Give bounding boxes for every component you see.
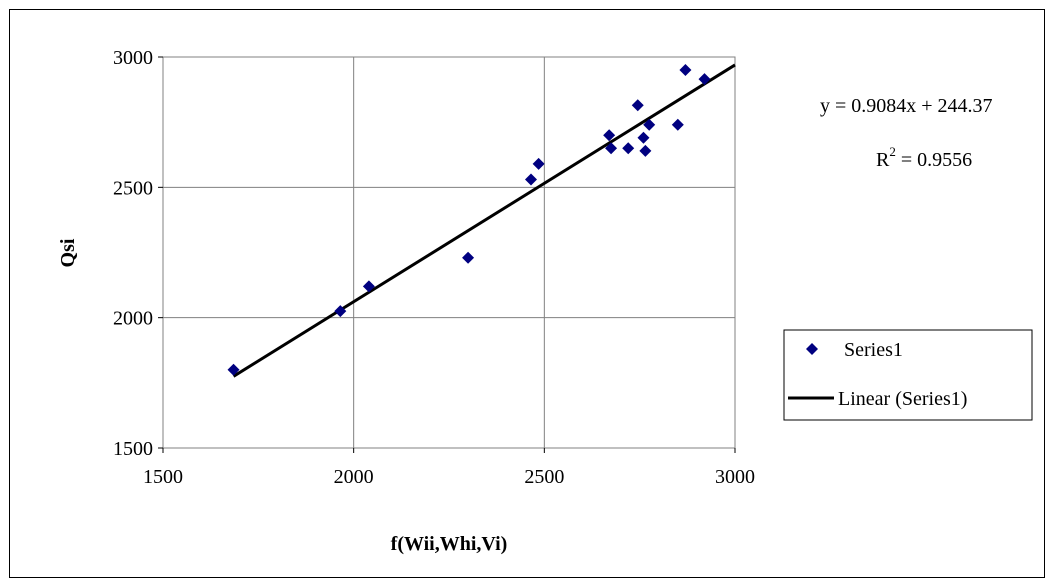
data-point <box>524 173 537 186</box>
data-point <box>639 144 652 157</box>
data-point <box>631 99 644 112</box>
r-squared-value: = 0.9556 <box>896 149 972 171</box>
x-tick-label: 3000 <box>715 466 755 488</box>
data-point <box>637 131 650 144</box>
y-tick-label: 2000 <box>113 308 153 330</box>
legend: Series1 Linear (Series1) <box>783 329 1033 421</box>
legend-series-label: Series1 <box>844 339 903 361</box>
trendline-group <box>232 63 736 378</box>
r-squared-symbol: R <box>876 149 890 171</box>
data-point <box>603 129 616 142</box>
data-point <box>334 305 347 318</box>
y-tick-label: 2500 <box>113 177 153 199</box>
y-axis-title: Qsi <box>57 238 79 267</box>
data-point <box>643 118 656 131</box>
data-point <box>362 280 375 293</box>
y-tick-label: 1500 <box>113 438 153 460</box>
gridlines <box>163 57 735 448</box>
x-tick-label: 2000 <box>334 466 374 488</box>
plot-area <box>162 56 736 449</box>
x-tick-label: 2500 <box>524 466 564 488</box>
data-points <box>227 64 711 376</box>
tick-labels: 1500 2000 2500 3000 1500 2000 2500 3000 <box>113 47 755 488</box>
data-point <box>605 142 618 155</box>
data-point <box>227 363 240 376</box>
y-tick-label: 3000 <box>113 47 153 69</box>
legend-trendline-label: Linear (Series1) <box>838 388 967 410</box>
data-point <box>671 118 684 131</box>
data-point <box>698 73 711 86</box>
data-point <box>622 142 635 155</box>
trendline-equation: y = 0.9084x + 244.37 <box>820 95 993 117</box>
data-point <box>462 251 475 264</box>
data-point <box>679 64 692 77</box>
trendline <box>232 63 736 378</box>
legend-box <box>783 329 1033 421</box>
r-squared-exponent: 2 <box>889 144 896 159</box>
data-point <box>532 157 545 170</box>
legend-diamond-icon <box>806 343 818 355</box>
r-squared-label: R2 = 0.9556 <box>876 144 972 171</box>
x-axis-title: f(Wii,Whi,Vi) <box>391 533 508 555</box>
x-tick-label: 1500 <box>143 466 183 488</box>
